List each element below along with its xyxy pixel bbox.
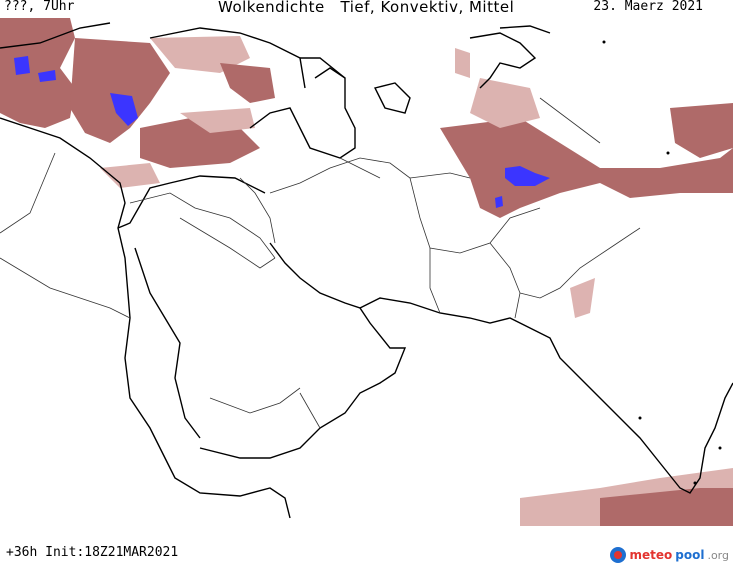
coastlines bbox=[0, 22, 733, 519]
convective-layer bbox=[14, 56, 550, 208]
logo-text-org: .org bbox=[707, 548, 729, 562]
valid-time-label: ???, 7Uhr bbox=[4, 0, 75, 14]
logo-text-pool: pool bbox=[675, 548, 705, 562]
islands bbox=[602, 40, 722, 485]
cloud-layer bbox=[0, 18, 733, 526]
meteopool-logo[interactable]: meteo pool .org bbox=[610, 547, 729, 563]
logo-text-meteo: meteo bbox=[629, 548, 673, 562]
date-label: 23. Maerz 2021 bbox=[593, 0, 703, 14]
country-borders bbox=[0, 97, 641, 429]
forecast-init-label: +36h Init:18Z21MAR2021 bbox=[6, 545, 179, 560]
cloud-density-map bbox=[0, 18, 733, 526]
meteopool-logo-icon bbox=[610, 547, 627, 563]
map-title: Wolkendichte Tief, Konvektiv, Mittel bbox=[218, 0, 515, 16]
